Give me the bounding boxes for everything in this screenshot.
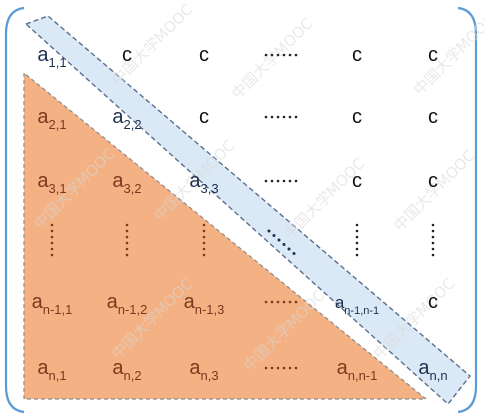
ellipsis-horizontal bbox=[264, 366, 298, 370]
matrix-entry-a-n-2: an,2 bbox=[112, 357, 141, 383]
matrix-entry-a-3-1: a3,1 bbox=[37, 170, 66, 196]
ellipsis-vertical bbox=[202, 223, 206, 257]
ellipsis-diagonal bbox=[267, 229, 296, 255]
ellipsis-vertical bbox=[50, 223, 54, 257]
matrix-entry-a-2-1: a2,1 bbox=[37, 106, 66, 132]
matrix-entry-a-n-1: an,1 bbox=[37, 357, 66, 383]
ellipsis-vertical bbox=[125, 223, 129, 257]
right-bracket bbox=[457, 6, 478, 414]
matrix-entry-a-1-1: a1,1 bbox=[37, 44, 66, 70]
matrix-entry-a-2-2: a2,2 bbox=[112, 106, 141, 132]
watermark-text: 中国大学MOOC bbox=[280, 154, 368, 242]
ellipsis-horizontal bbox=[264, 179, 298, 183]
ellipsis-vertical bbox=[431, 223, 435, 257]
matrix-entry-a-n-1-3: an-1,3 bbox=[184, 291, 225, 317]
matrix-entry-constant: c bbox=[428, 170, 438, 192]
left-bracket bbox=[4, 6, 25, 414]
ellipsis-horizontal bbox=[264, 115, 298, 119]
matrix-entry-constant: c bbox=[199, 44, 209, 66]
matrix-entry-constant: c bbox=[199, 106, 209, 128]
matrix-entry-a-n-1-n-1: an-1,n-1 bbox=[335, 293, 379, 317]
matrix-entry-constant: c bbox=[428, 291, 438, 313]
matrix-entry-constant: c bbox=[352, 44, 362, 66]
matrix-entry-a-n-3: an,3 bbox=[189, 357, 218, 383]
matrix-entry-constant: c bbox=[428, 44, 438, 66]
matrix-entry-constant: c bbox=[428, 106, 438, 128]
matrix-entry-constant: c bbox=[352, 106, 362, 128]
watermark-text: 中国大学MOOC bbox=[228, 14, 316, 102]
diagonal-band-region bbox=[24, 15, 471, 406]
ellipsis-horizontal bbox=[264, 300, 298, 304]
matrix-entry-constant: c bbox=[122, 44, 132, 66]
matrix-cells: a1,1 c c c c a2,1 a2,2 c c c a3,1 a3,2 a3,3 c c an-1,1 a… bbox=[32, 44, 448, 383]
ellipsis-vertical bbox=[355, 223, 359, 257]
lower-triangle-region bbox=[23, 71, 428, 400]
matrix-entry-a-3-2: a3,2 bbox=[112, 170, 141, 196]
ellipsis-horizontal bbox=[264, 53, 298, 57]
watermark-text: 中国大学MOOC bbox=[410, 10, 484, 98]
matrix-entry-a-n-n: an,n bbox=[418, 357, 447, 383]
matrix-entry-a-n-n-1: an,n-1 bbox=[337, 357, 378, 383]
matrix-entry-a-n-1-2: an-1,2 bbox=[107, 291, 148, 317]
matrix-entry-a-n-1-1: an-1,1 bbox=[32, 291, 73, 317]
matrix-entry-a-3-3: a3,3 bbox=[189, 170, 218, 196]
matrix-entry-constant: c bbox=[352, 170, 362, 192]
